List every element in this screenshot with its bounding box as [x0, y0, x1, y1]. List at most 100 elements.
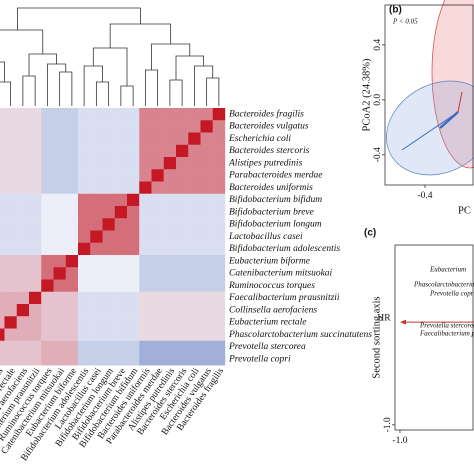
heatmap-cell: [127, 304, 140, 317]
heatmap-cell: [41, 193, 54, 207]
heatmap-cell: [188, 193, 201, 207]
heatmap-cell: [53, 193, 66, 207]
heatmap-cell: [65, 132, 79, 145]
heatmap-cell: [188, 279, 201, 292]
heatmap-cell: [163, 255, 177, 268]
heatmap-cell: [65, 144, 79, 158]
heatmap-cell: [16, 132, 30, 145]
heatmap-cell: [163, 242, 177, 256]
heatmap-cell: [53, 169, 66, 182]
heatmap-cell: [65, 353, 79, 366]
heatmap-cell: [176, 144, 189, 158]
heatmap-cell: [41, 255, 54, 268]
heatmap-cell: [114, 316, 128, 329]
heatmap-cell: [139, 218, 152, 231]
heatmap-cell: [139, 132, 152, 145]
heatmap-cell: [200, 353, 213, 366]
heatmap-cell: [78, 328, 91, 341]
dendrogram-branch: [206, 77, 220, 106]
heatmap-cell: [53, 255, 66, 268]
vector-arrow: [457, 91, 463, 113]
heatmap-cell: [200, 304, 213, 317]
heatmap-cell: [102, 132, 115, 145]
heatmap-cell: [127, 353, 140, 366]
heatmap-cell: [4, 316, 17, 329]
y-tick-label: 0.4: [373, 39, 383, 51]
row-label: Prevotella stercorea: [228, 342, 306, 352]
dendrogram-branch: [120, 85, 134, 106]
heatmap-cell: [78, 181, 91, 194]
row-label: Lactobacillus casei: [228, 232, 303, 242]
heatmap-cell: [212, 206, 226, 219]
heatmap-cell: [212, 132, 226, 145]
heatmap-cell: [65, 267, 79, 280]
heatmap-cell: [78, 242, 91, 256]
heatmap-cell: [90, 267, 103, 280]
heatmap-cell: [4, 291, 17, 305]
heatmap-cell: [114, 206, 128, 219]
heatmap-cell: [163, 108, 177, 121]
row-label: Bifidobacterium longum: [229, 219, 322, 230]
heatmap-cell: [65, 255, 79, 268]
heatmap-cell: [151, 181, 164, 194]
dendrogram-branch: [151, 43, 191, 70]
heatmap-cell: [29, 230, 42, 243]
x-tick-label: -0.4: [417, 191, 432, 201]
heatmap-cell: [90, 279, 103, 292]
heatmap-cell: [65, 120, 79, 133]
heatmap-cell: [102, 353, 115, 366]
heatmap-cell: [163, 169, 177, 182]
heatmap-cell: [176, 328, 189, 341]
heatmap-cell: [41, 144, 54, 158]
heatmap-cell: [151, 255, 164, 268]
heatmap-cell: [151, 206, 164, 219]
heatmap-cell: [90, 242, 103, 256]
heatmap-cell: [41, 181, 54, 194]
heatmap-cell: [16, 181, 30, 194]
heatmap-cell: [163, 353, 177, 366]
heatmap-cell: [4, 353, 17, 366]
heatmap-cell: [78, 206, 91, 219]
heatmap-cell: [90, 144, 103, 158]
heatmap-cell: [139, 157, 152, 170]
heatmap-cell: [29, 316, 42, 329]
heatmap-cell: [114, 108, 128, 121]
heatmap-cell: [90, 206, 103, 219]
heatmap-cell: [0, 255, 5, 268]
heatmap-cell: [176, 230, 189, 243]
heatmap-cell: [53, 144, 66, 158]
annotation: P < 0.05: [392, 18, 418, 26]
heatmap-cell: [200, 157, 213, 170]
heatmap-cell: [151, 291, 164, 305]
heatmap-cell: [102, 304, 115, 317]
y-tick-label: -1.0: [383, 417, 393, 432]
heatmap-cell: [139, 230, 152, 243]
heatmap-cell: [4, 181, 17, 194]
heatmap-cell: [200, 218, 213, 231]
heatmap-cell: [200, 316, 213, 329]
heatmap-cell: [188, 328, 201, 341]
heatmap-cell: [151, 267, 164, 280]
vector-label: HR: [377, 313, 391, 323]
heatmap-cell: [139, 255, 152, 268]
heatmap-cell: [151, 144, 164, 158]
heatmap-cell: [212, 193, 226, 207]
heatmap-cell: [163, 316, 177, 329]
heatmap-cell: [114, 267, 128, 280]
heatmap-cell: [53, 328, 66, 341]
heatmap-cell: [0, 353, 5, 366]
heatmap-cell: [0, 144, 5, 158]
heatmap-cell: [114, 328, 128, 341]
heatmap-cell: [16, 291, 30, 305]
heatmap-cell: [139, 193, 152, 207]
heatmap-cell: [151, 353, 164, 366]
heatmap-cell: [78, 304, 91, 317]
heatmap-cell: [176, 316, 189, 329]
heatmap-cell: [200, 120, 213, 133]
group-ellipse: [386, 80, 474, 176]
heatmap-cell: [4, 157, 17, 170]
heatmap-cell: [29, 279, 42, 292]
heatmap-cell: [4, 132, 17, 145]
heatmap-cell: [53, 340, 66, 354]
heatmap-cell: [53, 206, 66, 219]
